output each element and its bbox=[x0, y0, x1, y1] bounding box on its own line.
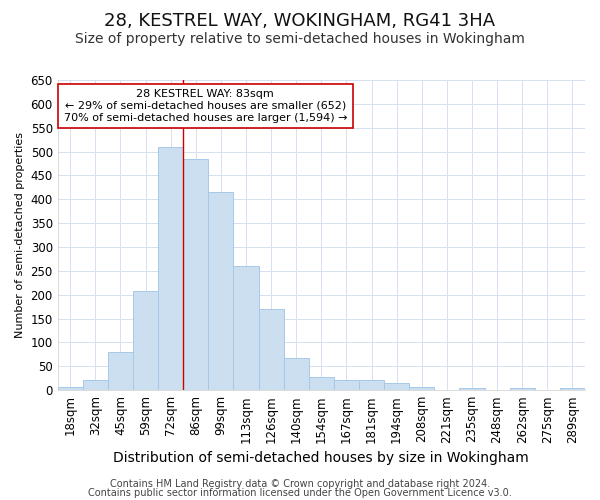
Bar bbox=[560, 388, 585, 390]
Text: Size of property relative to semi-detached houses in Wokingham: Size of property relative to semi-detach… bbox=[75, 32, 525, 46]
Bar bbox=[208, 192, 233, 390]
Bar bbox=[233, 266, 259, 390]
Text: 28 KESTREL WAY: 83sqm
← 29% of semi-detached houses are smaller (652)
70% of sem: 28 KESTREL WAY: 83sqm ← 29% of semi-deta… bbox=[64, 90, 347, 122]
Bar bbox=[509, 388, 535, 390]
Y-axis label: Number of semi-detached properties: Number of semi-detached properties bbox=[15, 132, 25, 338]
Bar bbox=[309, 378, 334, 390]
Bar bbox=[460, 388, 485, 390]
Bar bbox=[409, 387, 434, 390]
Text: 28, KESTREL WAY, WOKINGHAM, RG41 3HA: 28, KESTREL WAY, WOKINGHAM, RG41 3HA bbox=[104, 12, 496, 30]
Bar bbox=[83, 380, 108, 390]
Bar bbox=[259, 309, 284, 390]
Bar bbox=[158, 147, 183, 390]
Bar bbox=[58, 387, 83, 390]
Bar bbox=[183, 158, 208, 390]
Bar bbox=[284, 358, 309, 390]
Text: Contains HM Land Registry data © Crown copyright and database right 2024.: Contains HM Land Registry data © Crown c… bbox=[110, 479, 490, 489]
Text: Contains public sector information licensed under the Open Government Licence v3: Contains public sector information licen… bbox=[88, 488, 512, 498]
Bar bbox=[384, 383, 409, 390]
Bar bbox=[133, 292, 158, 390]
Bar bbox=[359, 380, 384, 390]
X-axis label: Distribution of semi-detached houses by size in Wokingham: Distribution of semi-detached houses by … bbox=[113, 451, 529, 465]
Bar bbox=[334, 380, 359, 390]
Bar bbox=[108, 352, 133, 390]
